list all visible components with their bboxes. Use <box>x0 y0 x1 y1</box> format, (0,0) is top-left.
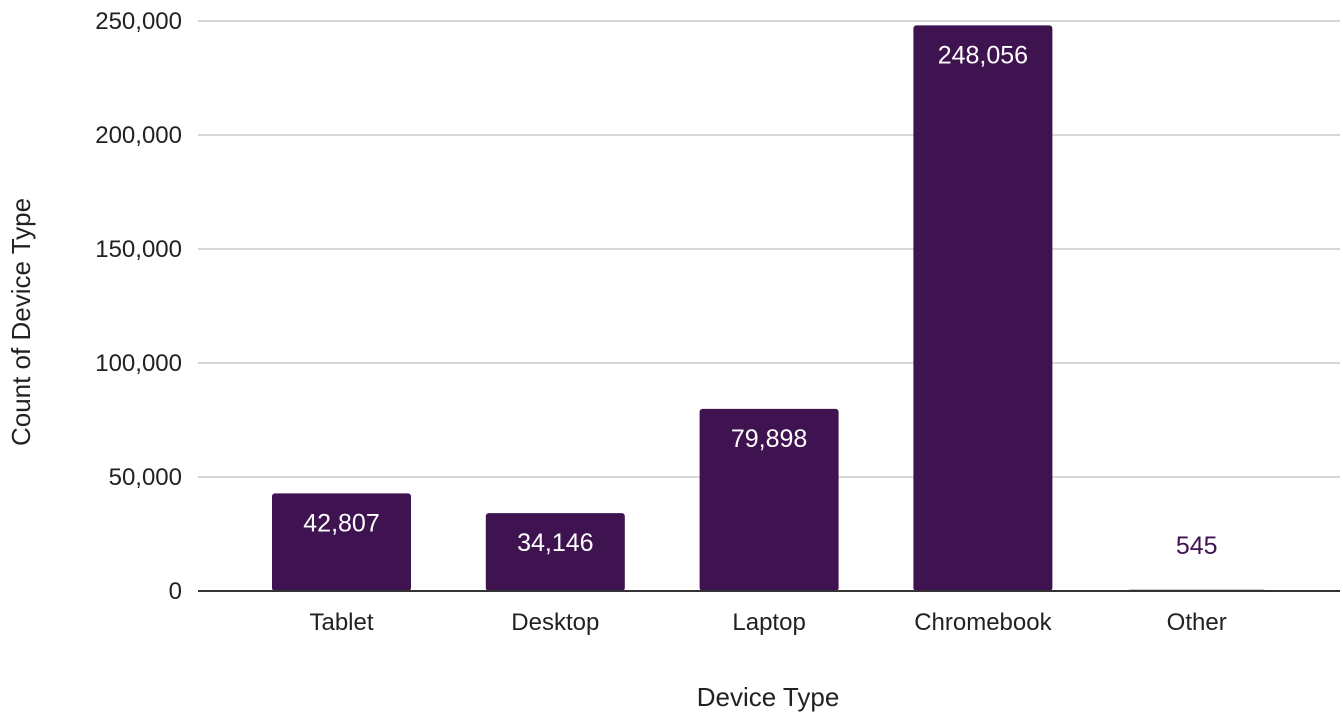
x-tick-label: Tablet <box>309 609 373 636</box>
data-label-other: 545 <box>1176 532 1218 560</box>
y-tick-label: 100,000 <box>95 350 182 377</box>
y-tick-label: 0 <box>169 578 182 605</box>
x-tick-label: Laptop <box>732 609 805 636</box>
data-label-chromebook: 248,056 <box>938 41 1028 69</box>
x-tick-label: Chromebook <box>914 609 1052 636</box>
y-tick-label: 200,000 <box>95 122 182 149</box>
x-axis-title: Device Type <box>697 682 840 712</box>
bar-chromebook <box>913 25 1053 592</box>
x-tick-label: Desktop <box>511 609 599 636</box>
y-tick-label: 250,000 <box>95 8 182 35</box>
bar-laptop <box>699 408 839 591</box>
x-tick-label: Other <box>1167 609 1227 636</box>
y-tick-label: 50,000 <box>109 464 182 491</box>
y-tick-label: 150,000 <box>95 236 182 263</box>
data-label-tablet: 42,807 <box>303 509 379 537</box>
bar-desktop <box>485 513 625 591</box>
data-label-laptop: 79,898 <box>731 425 807 453</box>
bar-tablet <box>272 493 411 591</box>
data-label-desktop: 34,146 <box>517 529 593 557</box>
y-axis-title: Count of Device Type <box>6 198 36 446</box>
